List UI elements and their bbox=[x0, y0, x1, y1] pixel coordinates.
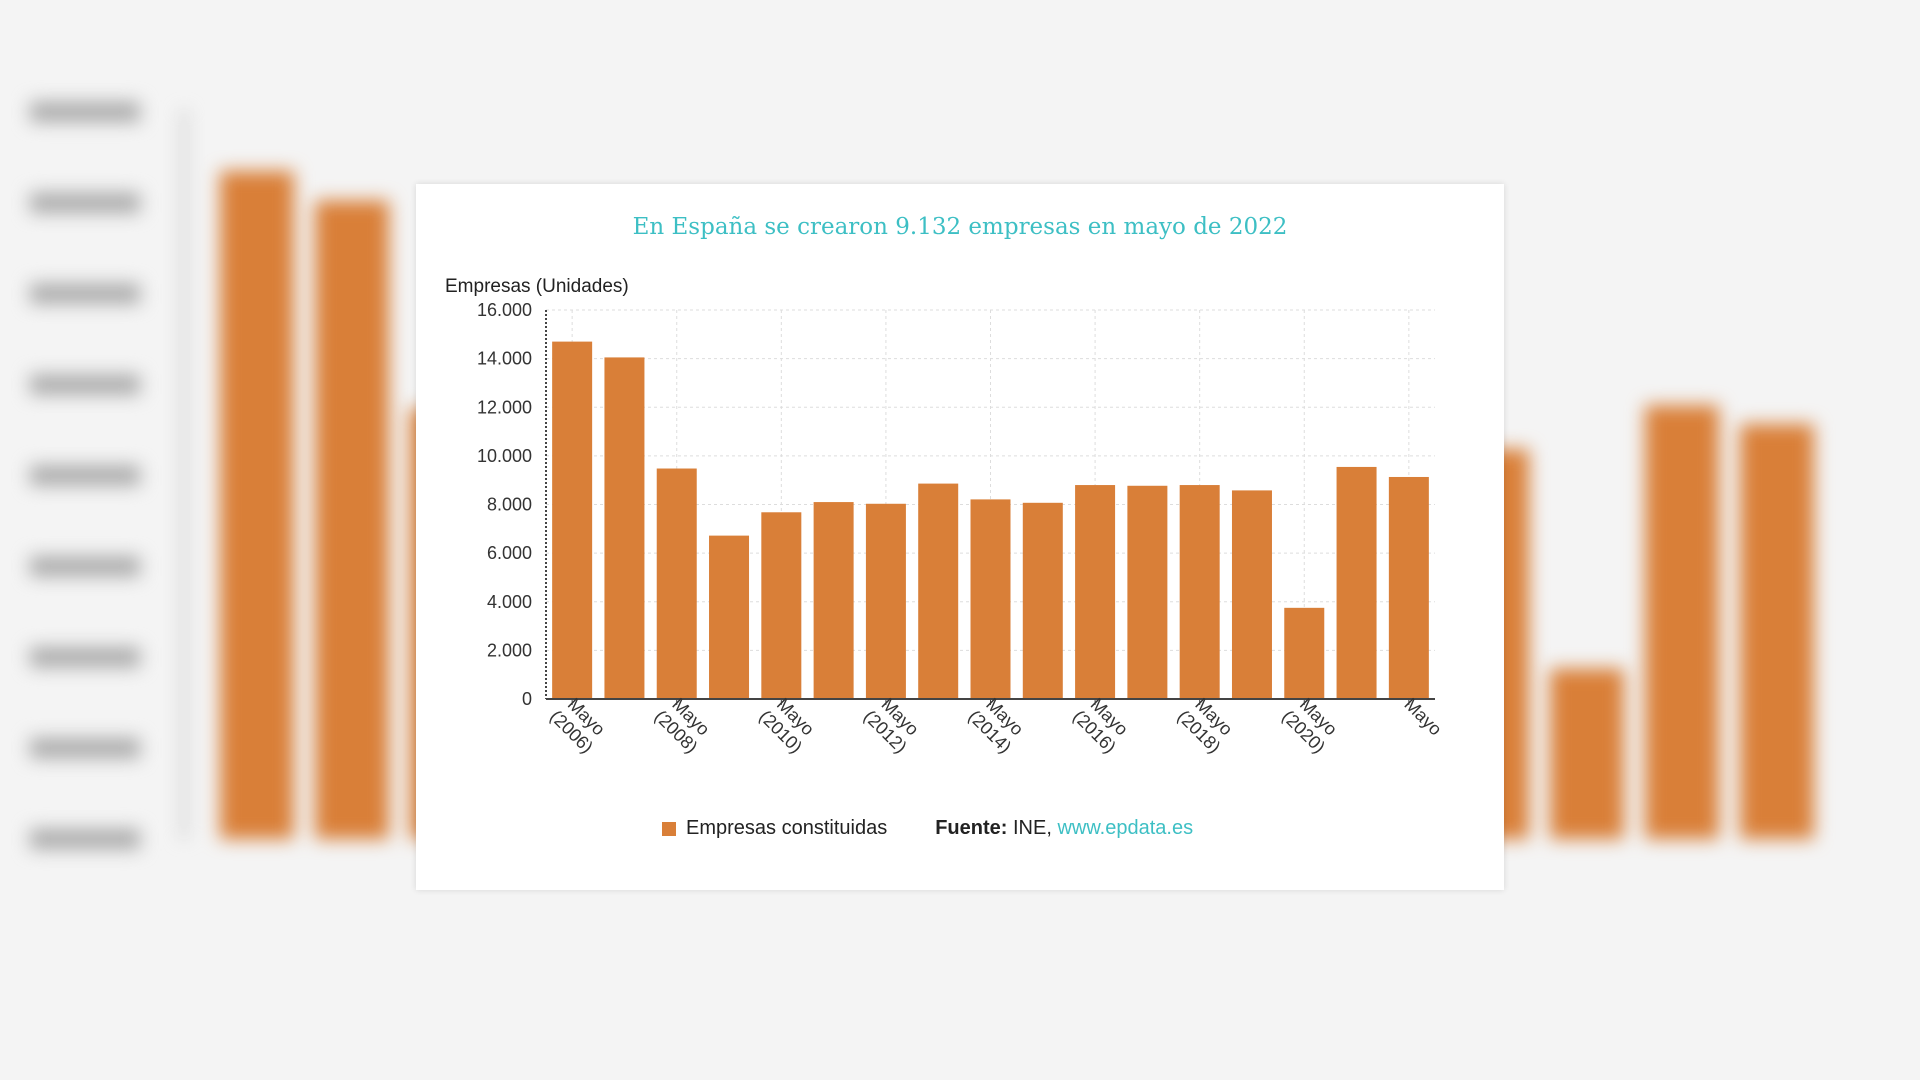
legend: Empresas constituidas Fuente: INE, www.e… bbox=[662, 817, 1193, 840]
x-tick-label: Mayo(2006) bbox=[546, 691, 612, 757]
chart-title: En España se crearon 9.132 empresas en m… bbox=[632, 214, 1288, 240]
legend-swatch bbox=[662, 821, 676, 836]
bar-2022 bbox=[1388, 476, 1429, 699]
bar-2018 bbox=[1179, 485, 1220, 699]
bar-2010 bbox=[761, 512, 802, 699]
bg-tick-label bbox=[30, 829, 140, 849]
bg-tick-label bbox=[30, 374, 140, 395]
bar-2013 bbox=[918, 483, 959, 699]
source-text: INE, bbox=[1012, 817, 1052, 839]
y-tick-label: 6.000 bbox=[487, 543, 532, 563]
source-label: Fuente: bbox=[935, 817, 1008, 839]
source: Fuente: INE, www.epdata.es bbox=[935, 817, 1193, 840]
source-link[interactable]: www.epdata.es bbox=[1057, 817, 1194, 839]
bg-tick-label bbox=[30, 738, 140, 759]
bar-2019 bbox=[1231, 490, 1272, 699]
bar-2021 bbox=[1336, 466, 1377, 699]
bar-2017 bbox=[1127, 485, 1168, 699]
bar-2012 bbox=[865, 503, 906, 699]
y-tick-label: 2.000 bbox=[487, 640, 532, 660]
y-tick-label: 14.000 bbox=[477, 349, 532, 369]
x-tick-label: Mayo(2012) bbox=[860, 691, 926, 757]
x-tick-label: Mayo(2018) bbox=[1174, 691, 1240, 757]
bar-2016 bbox=[1075, 485, 1116, 699]
y-tick-label: 8.000 bbox=[487, 495, 532, 515]
bg-tick-label bbox=[30, 647, 140, 668]
bg-bar bbox=[315, 200, 389, 839]
y-tick-label: 16.000 bbox=[477, 300, 532, 320]
bar-2011 bbox=[813, 502, 854, 699]
x-tick-label: Mayo(2016) bbox=[1069, 691, 1135, 757]
x-tick-label: Mayo(2014) bbox=[964, 691, 1030, 757]
bg-tick-label bbox=[30, 465, 140, 486]
y-tick-label: 0 bbox=[522, 689, 532, 709]
bar-2008 bbox=[656, 468, 697, 699]
bg-bar bbox=[1645, 405, 1719, 839]
bar-2015 bbox=[1022, 502, 1063, 699]
bg-tick-label bbox=[30, 556, 140, 577]
bar-2006 bbox=[552, 341, 593, 699]
bg-tick-label bbox=[30, 101, 140, 122]
bar-chart: Empresas (Unidades) 0 2.000 4.000 6.000 8.000… bbox=[445, 276, 1446, 757]
bar-2009 bbox=[709, 535, 750, 699]
x-tick-label: Mayo(2010) bbox=[755, 691, 821, 757]
y-tick-label: 4.000 bbox=[487, 592, 532, 612]
chart-card: En España se crearon 9.132 empresas en m… bbox=[416, 184, 1504, 890]
bar-2007 bbox=[604, 357, 645, 699]
bg-tick-label bbox=[30, 283, 140, 304]
bg-bar bbox=[1550, 668, 1624, 839]
bg-tick-label bbox=[30, 192, 140, 213]
y-axis-label: Empresas (Unidades) bbox=[445, 276, 629, 297]
bar-2014 bbox=[970, 499, 1011, 699]
x-tick-label: Mayo(2020) bbox=[1278, 691, 1344, 757]
x-tick-label: Mayo(2008) bbox=[651, 691, 717, 757]
legend-series-label: Empresas constituidas bbox=[686, 817, 888, 839]
bg-bar bbox=[1740, 424, 1814, 839]
y-tick-label: 10.000 bbox=[477, 446, 532, 466]
x-tick-label: Mayo bbox=[1400, 694, 1445, 739]
bar-2020 bbox=[1284, 607, 1325, 699]
bg-bar bbox=[220, 171, 294, 839]
y-tick-label: 12.000 bbox=[477, 397, 532, 417]
